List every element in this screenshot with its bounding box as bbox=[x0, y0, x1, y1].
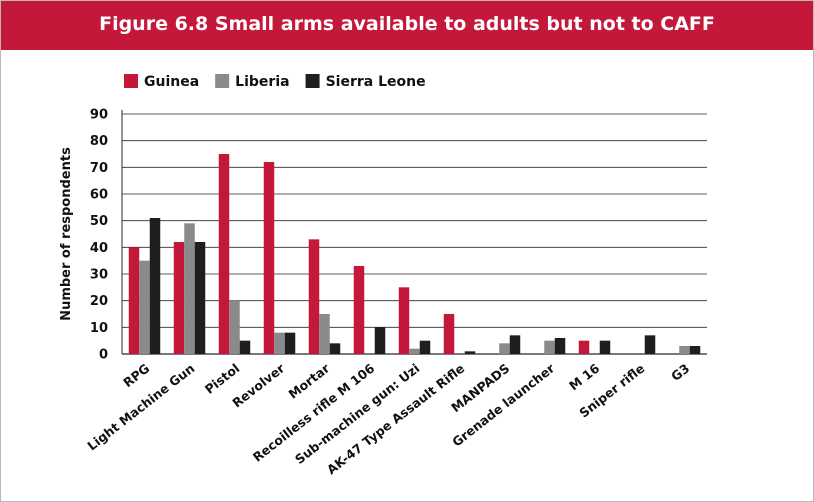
bar-liberia bbox=[139, 260, 150, 354]
bar-guinea bbox=[128, 247, 140, 354]
y-tick-label: 50 bbox=[90, 214, 108, 229]
legend-label: Sierra Leone bbox=[326, 74, 426, 90]
legend-swatch bbox=[124, 74, 138, 88]
bar-liberia bbox=[499, 343, 510, 354]
legend-swatch bbox=[215, 74, 230, 88]
bar-sierra-leone bbox=[509, 335, 521, 354]
bar-liberia bbox=[544, 340, 555, 354]
y-tick-label: 70 bbox=[90, 161, 108, 176]
figure-header: Figure 6.8 Small arms available to adult… bbox=[1, 1, 813, 50]
bar-guinea bbox=[308, 239, 320, 354]
bar-sierra-leone bbox=[554, 338, 566, 354]
y-axis-title: Number of respondents bbox=[59, 147, 74, 321]
bar-liberia bbox=[409, 348, 420, 354]
bar-guinea bbox=[353, 266, 365, 354]
bar-sierra-leone bbox=[599, 340, 611, 354]
bar-guinea bbox=[173, 242, 185, 354]
bar-sierra-leone bbox=[689, 346, 701, 354]
bar-guinea bbox=[578, 340, 590, 354]
legend-label: Guinea bbox=[144, 74, 199, 90]
y-tick-label: 60 bbox=[90, 188, 108, 203]
bar-sierra-leone bbox=[464, 351, 476, 354]
x-tick-label: Pistol bbox=[202, 361, 243, 397]
figure-title: Figure 6.8 Small arms available to adult… bbox=[99, 13, 715, 35]
y-tick-label: 10 bbox=[90, 321, 108, 336]
bar-sierra-leone bbox=[644, 335, 656, 354]
y-tick-label: 30 bbox=[90, 268, 108, 283]
legend-swatch bbox=[305, 74, 320, 88]
bar-sierra-leone bbox=[194, 242, 206, 354]
bar-sierra-leone bbox=[284, 332, 296, 354]
bar-sierra-leone bbox=[374, 327, 386, 354]
y-tick-label: 20 bbox=[90, 294, 108, 309]
bar-guinea bbox=[398, 287, 410, 354]
bar-liberia bbox=[229, 300, 240, 354]
bar-guinea bbox=[443, 314, 455, 354]
bar-guinea bbox=[263, 162, 275, 354]
legend-label: Liberia bbox=[235, 74, 289, 90]
bar-liberia bbox=[679, 346, 690, 354]
y-tick-label: 0 bbox=[99, 348, 108, 363]
bar-sierra-leone bbox=[419, 340, 431, 354]
bar-liberia bbox=[184, 223, 195, 354]
x-tick-label: M 16 bbox=[566, 360, 602, 393]
bar-sierra-leone bbox=[239, 340, 251, 354]
bar-liberia bbox=[319, 314, 330, 354]
bar-guinea bbox=[218, 154, 230, 354]
bar-liberia bbox=[274, 332, 285, 354]
y-tick-label: 40 bbox=[90, 241, 108, 256]
bar-sierra-leone bbox=[149, 218, 161, 354]
bar-sierra-leone bbox=[329, 343, 341, 354]
x-tick-label: RPG bbox=[120, 361, 152, 391]
x-tick-label: G3 bbox=[668, 361, 692, 384]
y-tick-label: 90 bbox=[90, 108, 108, 123]
y-tick-label: 80 bbox=[90, 134, 108, 149]
